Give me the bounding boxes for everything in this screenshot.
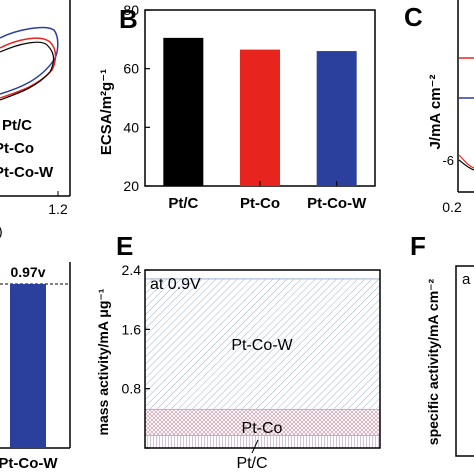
panel-d-bar-label: 0.97v bbox=[10, 264, 45, 280]
panel-e-ylabel: mass activity/mA μg⁻¹ bbox=[95, 288, 111, 435]
panel-a-legend-pt-co: Pt-Co bbox=[0, 140, 34, 157]
panel-b-bar-1 bbox=[240, 49, 280, 186]
panel-e-plot-frame bbox=[144, 269, 381, 449]
panel-d-bar-pt-co-w bbox=[10, 284, 46, 448]
panel-f-annotation-fragment: a bbox=[462, 271, 471, 288]
panel-a-curve-pt-co bbox=[0, 37, 57, 99]
panel-f-ylabel: specific activity/mA cm⁻² bbox=[425, 278, 441, 445]
panel-c-curve-black-tail bbox=[458, 159, 474, 171]
panel-a: Pt/C Pt-Co Pt-Co-W 1.2 ) bbox=[0, 0, 71, 239]
panel-c: C J/mA cm⁻² -6 0.2 bbox=[404, 0, 474, 215]
panel-b-xlabel-1: Pt-Co bbox=[240, 195, 280, 212]
panel-d-xlabel-pt-co-w: Pt-Co-W bbox=[0, 455, 58, 472]
panel-b-ytick-label-1: 40 bbox=[123, 119, 139, 135]
panel-c-letter: C bbox=[404, 2, 423, 32]
panel-a-curve-pt-c bbox=[0, 41, 55, 101]
panel-e-ytick-label-3: 2.4 bbox=[122, 262, 142, 278]
panel-e-letter: E bbox=[116, 231, 133, 261]
panel-b-ytick-label-2: 60 bbox=[123, 61, 139, 77]
panel-f: F specific activity/mA cm⁻² a bbox=[410, 231, 474, 457]
panel-c-ytick-neg6: -6 bbox=[442, 153, 454, 168]
panel-a-legend-pt-co-w: Pt-Co-W bbox=[0, 164, 54, 181]
panel-a-xtick-1.2: 1.2 bbox=[48, 201, 68, 217]
panel-b-xlabel-0: Pt/C bbox=[168, 195, 198, 212]
panel-e-yticks: 0.8 1.6 2.4 bbox=[122, 262, 150, 449]
panel-b-xlabel-2: Pt-Co-W bbox=[307, 195, 367, 212]
panel-b-yticks: 20 40 60 80 bbox=[123, 2, 150, 194]
panel-c-xtick-0.2: 0.2 bbox=[442, 199, 462, 215]
panel-b-ytick-label-0: 20 bbox=[123, 178, 139, 194]
panel-e: E mass activity/mA μg⁻¹ 0.8 1.6 2.4 at 0.9… bbox=[95, 231, 381, 472]
panel-a-curve-pt-co-w bbox=[0, 26, 59, 95]
panel-b-ylabel: ECSA/m²g⁻¹ bbox=[98, 69, 115, 155]
panel-e-pointer-pt-c bbox=[251, 439, 259, 454]
panel-b: B ECSA/m²g⁻¹ 20 40 60 80 Pt/C Pt-Co Pt-Co-W bbox=[98, 2, 376, 212]
panel-e-annotation: at 0.9V bbox=[150, 276, 201, 293]
panel-e-ytick-label-2: 1.6 bbox=[122, 321, 142, 337]
panel-b-bar-0 bbox=[163, 37, 204, 186]
panel-b-bar-2 bbox=[316, 51, 357, 186]
panel-f-plot-frame bbox=[455, 265, 474, 457]
panel-c-curve-red-tail bbox=[458, 154, 474, 169]
panel-b-letter: B bbox=[119, 4, 138, 34]
panel-a-legend-pt-c: Pt/C bbox=[2, 117, 32, 134]
panel-b-xlabels: Pt/C Pt-Co Pt-Co-W bbox=[168, 181, 367, 212]
panel-c-ylabel: J/mA cm⁻² bbox=[427, 75, 444, 150]
panel-d: 0.97v Pt-Co-W bbox=[0, 262, 71, 472]
panel-e-label-pt-co: Pt-Co bbox=[242, 420, 283, 437]
panel-a-xlabel-fragment: ) bbox=[0, 223, 3, 239]
panel-e-ytick-label-1: 0.8 bbox=[122, 381, 142, 397]
panel-f-letter: F bbox=[410, 231, 426, 261]
panel-e-label-pt-co-w: Pt-Co-W bbox=[231, 337, 293, 354]
panel-e-segment-pt-c bbox=[144, 434, 381, 449]
panel-e-label-pt-c: Pt/C bbox=[236, 455, 267, 472]
panel-e-stack bbox=[144, 278, 381, 449]
panel-b-ytick-label-3: 80 bbox=[123, 2, 139, 18]
panel-b-bars bbox=[163, 37, 357, 186]
